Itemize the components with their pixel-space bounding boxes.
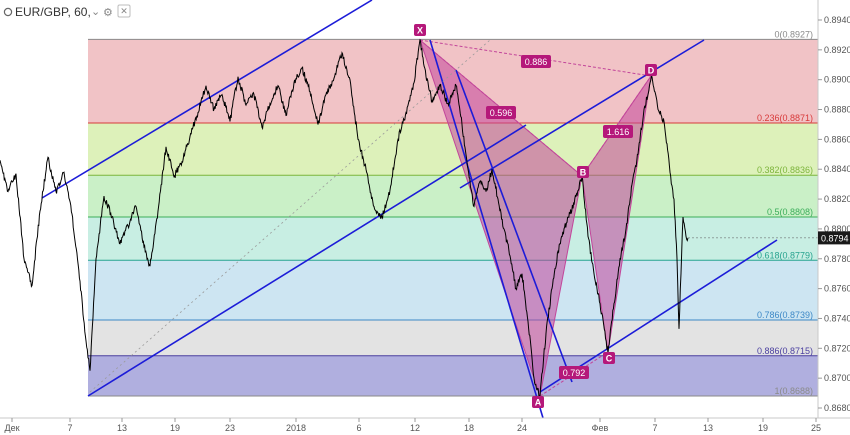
trendline[interactable] <box>87 124 527 397</box>
price-tick-label: 0.8680 <box>824 403 850 413</box>
fib-level-label: 0.618(0.8779) <box>757 250 813 260</box>
price-tick-label: 0.8940 <box>824 15 850 25</box>
fib-band <box>88 175 818 217</box>
pattern-point-marker <box>532 396 544 408</box>
fib-band <box>88 216 818 261</box>
price-line <box>0 39 689 398</box>
collapse-chevron-icon[interactable]: ⌄ <box>91 6 100 18</box>
pattern-point-label: D <box>648 66 655 76</box>
pattern-ratio-box <box>603 125 633 138</box>
pattern-point-label: B <box>580 168 587 178</box>
pattern-point-label: X <box>417 26 423 36</box>
trendline[interactable] <box>459 39 705 189</box>
time-tick-label: 7 <box>652 423 657 433</box>
pattern-ratio-label: 0.886 <box>525 57 548 67</box>
trendline[interactable] <box>41 0 373 199</box>
fib-level-label: 0.382(0.8836) <box>757 165 813 175</box>
chart-header: EUR/GBP, 60, ⌄ ⚙ ✕ <box>0 0 131 22</box>
pattern-point-label: A <box>535 398 542 408</box>
fib-level-label: 1(0.8688) <box>774 386 813 396</box>
time-tick-label: 19 <box>758 423 768 433</box>
pattern-ratio-box <box>521 55 551 68</box>
time-tick-label: 7 <box>67 423 72 433</box>
last-price-badge <box>818 231 850 245</box>
price-tick-label: 0.8780 <box>824 254 850 264</box>
fib-level-label: 0(0.8927) <box>774 29 813 39</box>
price-tick-label: 0.8740 <box>824 313 850 323</box>
fib-labels: 0(0.8927) 0.236(0.8871) 0.382(0.8836) 0.5(0… <box>757 29 813 396</box>
pattern-point-marker <box>645 64 657 76</box>
fib-band <box>88 319 818 356</box>
price-series <box>0 39 818 398</box>
time-tick-label: 12 <box>410 423 420 433</box>
pattern-point-marker <box>603 352 615 364</box>
status-circle-icon <box>3 7 13 17</box>
fib-level-label: 0.786(0.8739) <box>757 310 813 320</box>
pattern-point-marker <box>577 166 589 178</box>
fib-bands <box>88 39 818 397</box>
time-tick-label: 13 <box>703 423 713 433</box>
price-tick-label: 0.8920 <box>824 45 850 55</box>
last-price-label: 0.8794 <box>821 233 849 243</box>
fib-level-label: 0.5(0.8808) <box>767 207 813 217</box>
time-tick-label: Дек <box>4 423 19 433</box>
time-tick-label: 2018 <box>286 423 306 433</box>
price-tick-label: 0.8720 <box>824 343 850 353</box>
time-tick-label: 24 <box>517 423 527 433</box>
price-tick-label: 0.8900 <box>824 75 850 85</box>
time-tick-label: 6 <box>356 423 361 433</box>
fib-band <box>88 355 818 397</box>
pattern-point-label: C <box>606 354 613 364</box>
price-tick-label: 0.8880 <box>824 105 850 115</box>
price-tick-label: 0.8860 <box>824 134 850 144</box>
price-tick-label: 0.8820 <box>824 194 850 204</box>
fib-level-label: 0.236(0.8871) <box>757 113 813 123</box>
pattern-ratio-label: 0.596 <box>490 108 513 118</box>
time-tick-label: Фев <box>592 423 609 433</box>
pattern-ratio-box <box>559 366 589 379</box>
close-icon[interactable]: ✕ <box>120 6 128 16</box>
pattern-point-marker <box>414 24 426 36</box>
price-tick-label: 0.8760 <box>824 284 850 294</box>
pattern-ratio-box <box>486 106 516 119</box>
time-tick-label: 18 <box>464 423 474 433</box>
close-button[interactable] <box>117 4 131 18</box>
header-backdrop <box>0 0 115 22</box>
fib-level-label: 0.886(0.8715) <box>757 346 813 356</box>
time-tick-label: 19 <box>170 423 180 433</box>
time-tick-label: 23 <box>225 423 235 433</box>
price-axis[interactable]: 0.8940 0.8920 0.8900 0.8880 0.8860 0.8840 0.88… <box>817 0 850 418</box>
symbol-title[interactable]: EUR/GBP, 60, <box>15 5 91 19</box>
pattern-ratio-label: 1.616 <box>607 127 630 137</box>
fib-diagonal <box>89 39 491 393</box>
pattern-ratio-label: 0.792 <box>563 368 586 378</box>
price-tick-label: 0.8800 <box>824 224 850 234</box>
price-tick-label: 0.8700 <box>824 373 850 383</box>
price-tick-label: 0.8840 <box>824 164 850 174</box>
time-axis[interactable]: Дек 7 13 19 23 2018 6 12 18 24 Фев 7 13 19 25 <box>0 417 850 433</box>
trendline[interactable] <box>455 69 573 383</box>
time-tick-label: 25 <box>811 423 821 433</box>
settings-gear-icon[interactable]: ⚙ <box>103 7 113 19</box>
time-tick-label: 13 <box>117 423 127 433</box>
fib-band <box>88 260 818 320</box>
pattern-labels: X A B C D 0.886 0.596 1.616 0.792 <box>414 24 657 408</box>
